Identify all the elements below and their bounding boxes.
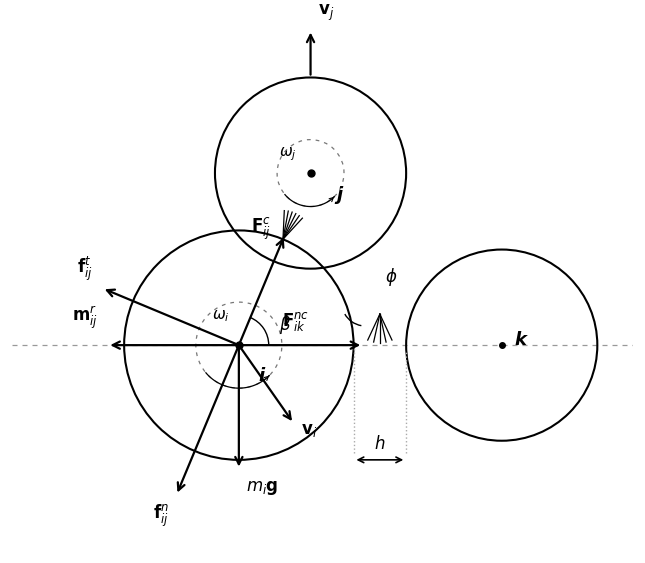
Text: $\mathbf{f}^t_{ij}$: $\mathbf{f}^t_{ij}$	[77, 255, 92, 283]
Text: $\mathbf{f}^n_{ij}$: $\mathbf{f}^n_{ij}$	[154, 502, 169, 529]
Text: $\omega_j$: $\omega_j$	[279, 145, 296, 163]
Text: $\mathbf{v}_i$: $\mathbf{v}_i$	[301, 421, 317, 439]
Text: $\omega_i$: $\omega_i$	[212, 309, 229, 324]
Text: $\mathbf{F}^{nc}_{ik}$: $\mathbf{F}^{nc}_{ik}$	[282, 310, 309, 333]
Text: $\phi$: $\phi$	[384, 266, 397, 288]
Text: $\mathbf{m}^r_{ij}$: $\mathbf{m}^r_{ij}$	[72, 304, 98, 331]
Text: $\boldsymbol{j}$: $\boldsymbol{j}$	[335, 184, 345, 205]
Text: $h$: $h$	[374, 435, 386, 453]
Text: $m_i\mathbf{g}$: $m_i\mathbf{g}$	[246, 479, 279, 497]
Text: $\mathbf{v}_j$: $\mathbf{v}_j$	[318, 2, 334, 23]
Text: $\beta$: $\beta$	[279, 314, 292, 336]
Text: $\mathbf{F}^c_{ij}$: $\mathbf{F}^c_{ij}$	[251, 216, 271, 242]
Text: $\boldsymbol{i}$: $\boldsymbol{i}$	[258, 367, 266, 385]
Text: $\boldsymbol{k}$: $\boldsymbol{k}$	[513, 332, 528, 350]
